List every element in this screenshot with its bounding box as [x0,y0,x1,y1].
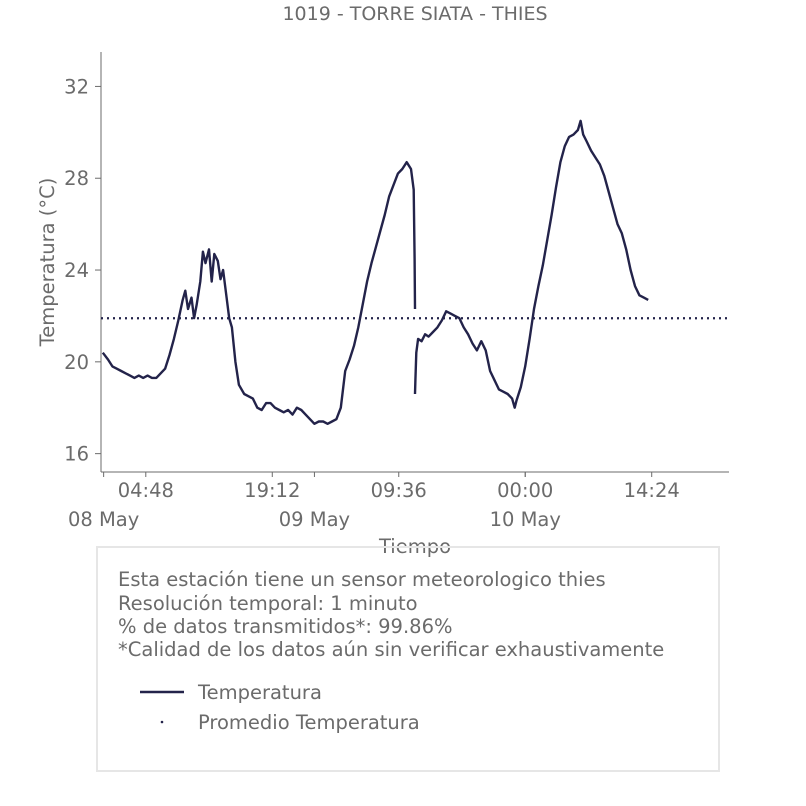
x-tick-label: 09:36 [371,479,427,502]
x-tick-label: 14:24 [624,479,680,502]
y-tick-label: 20 [64,351,89,374]
chart-marks [101,119,729,425]
y-tick-label: 24 [64,259,89,282]
x-tick-label: 19:12 [244,479,300,502]
x-date-label: 09 May [279,508,350,531]
legend-label-temperatura: Temperatura [198,681,322,704]
x-date-label: 08 May [68,508,139,531]
y-tick-label: 28 [64,167,89,190]
y-axis-label: Temperatura (°C) [36,178,59,348]
x-tick-label: 04:48 [118,479,174,502]
chart-title: 1019 - TORRE SIATA - THIES [282,3,547,25]
info-line-sensor: Esta estación tiene un sensor meteorolog… [118,568,606,591]
x-date-label: 10 May [490,508,561,531]
chart-axes: 16 20 24 28 32 04:48 19:12 09:36 00:00 14:24 08 Ma… [64,52,729,531]
info-line-resolution: Resolución temporal: 1 minuto [118,592,418,615]
legend-swatches [140,690,184,724]
y-tick-label: 32 [64,75,89,98]
legend-label-promedio: Promedio Temperatura [198,711,420,734]
temperature-series-line [413,119,649,409]
station-info-box: Esta estación tiene un sensor meteorolog… [96,546,720,772]
info-line-transmitted: % de datos transmitidos*: 99.86% [118,615,453,638]
y-tick-label: 16 [64,443,89,466]
x-tick-label: 00:00 [497,479,553,502]
temperature-series-line [101,161,417,425]
legend-dot-promedio [160,720,164,724]
info-line-quality-note: *Calidad de los datos aún sin verificar … [118,638,665,661]
